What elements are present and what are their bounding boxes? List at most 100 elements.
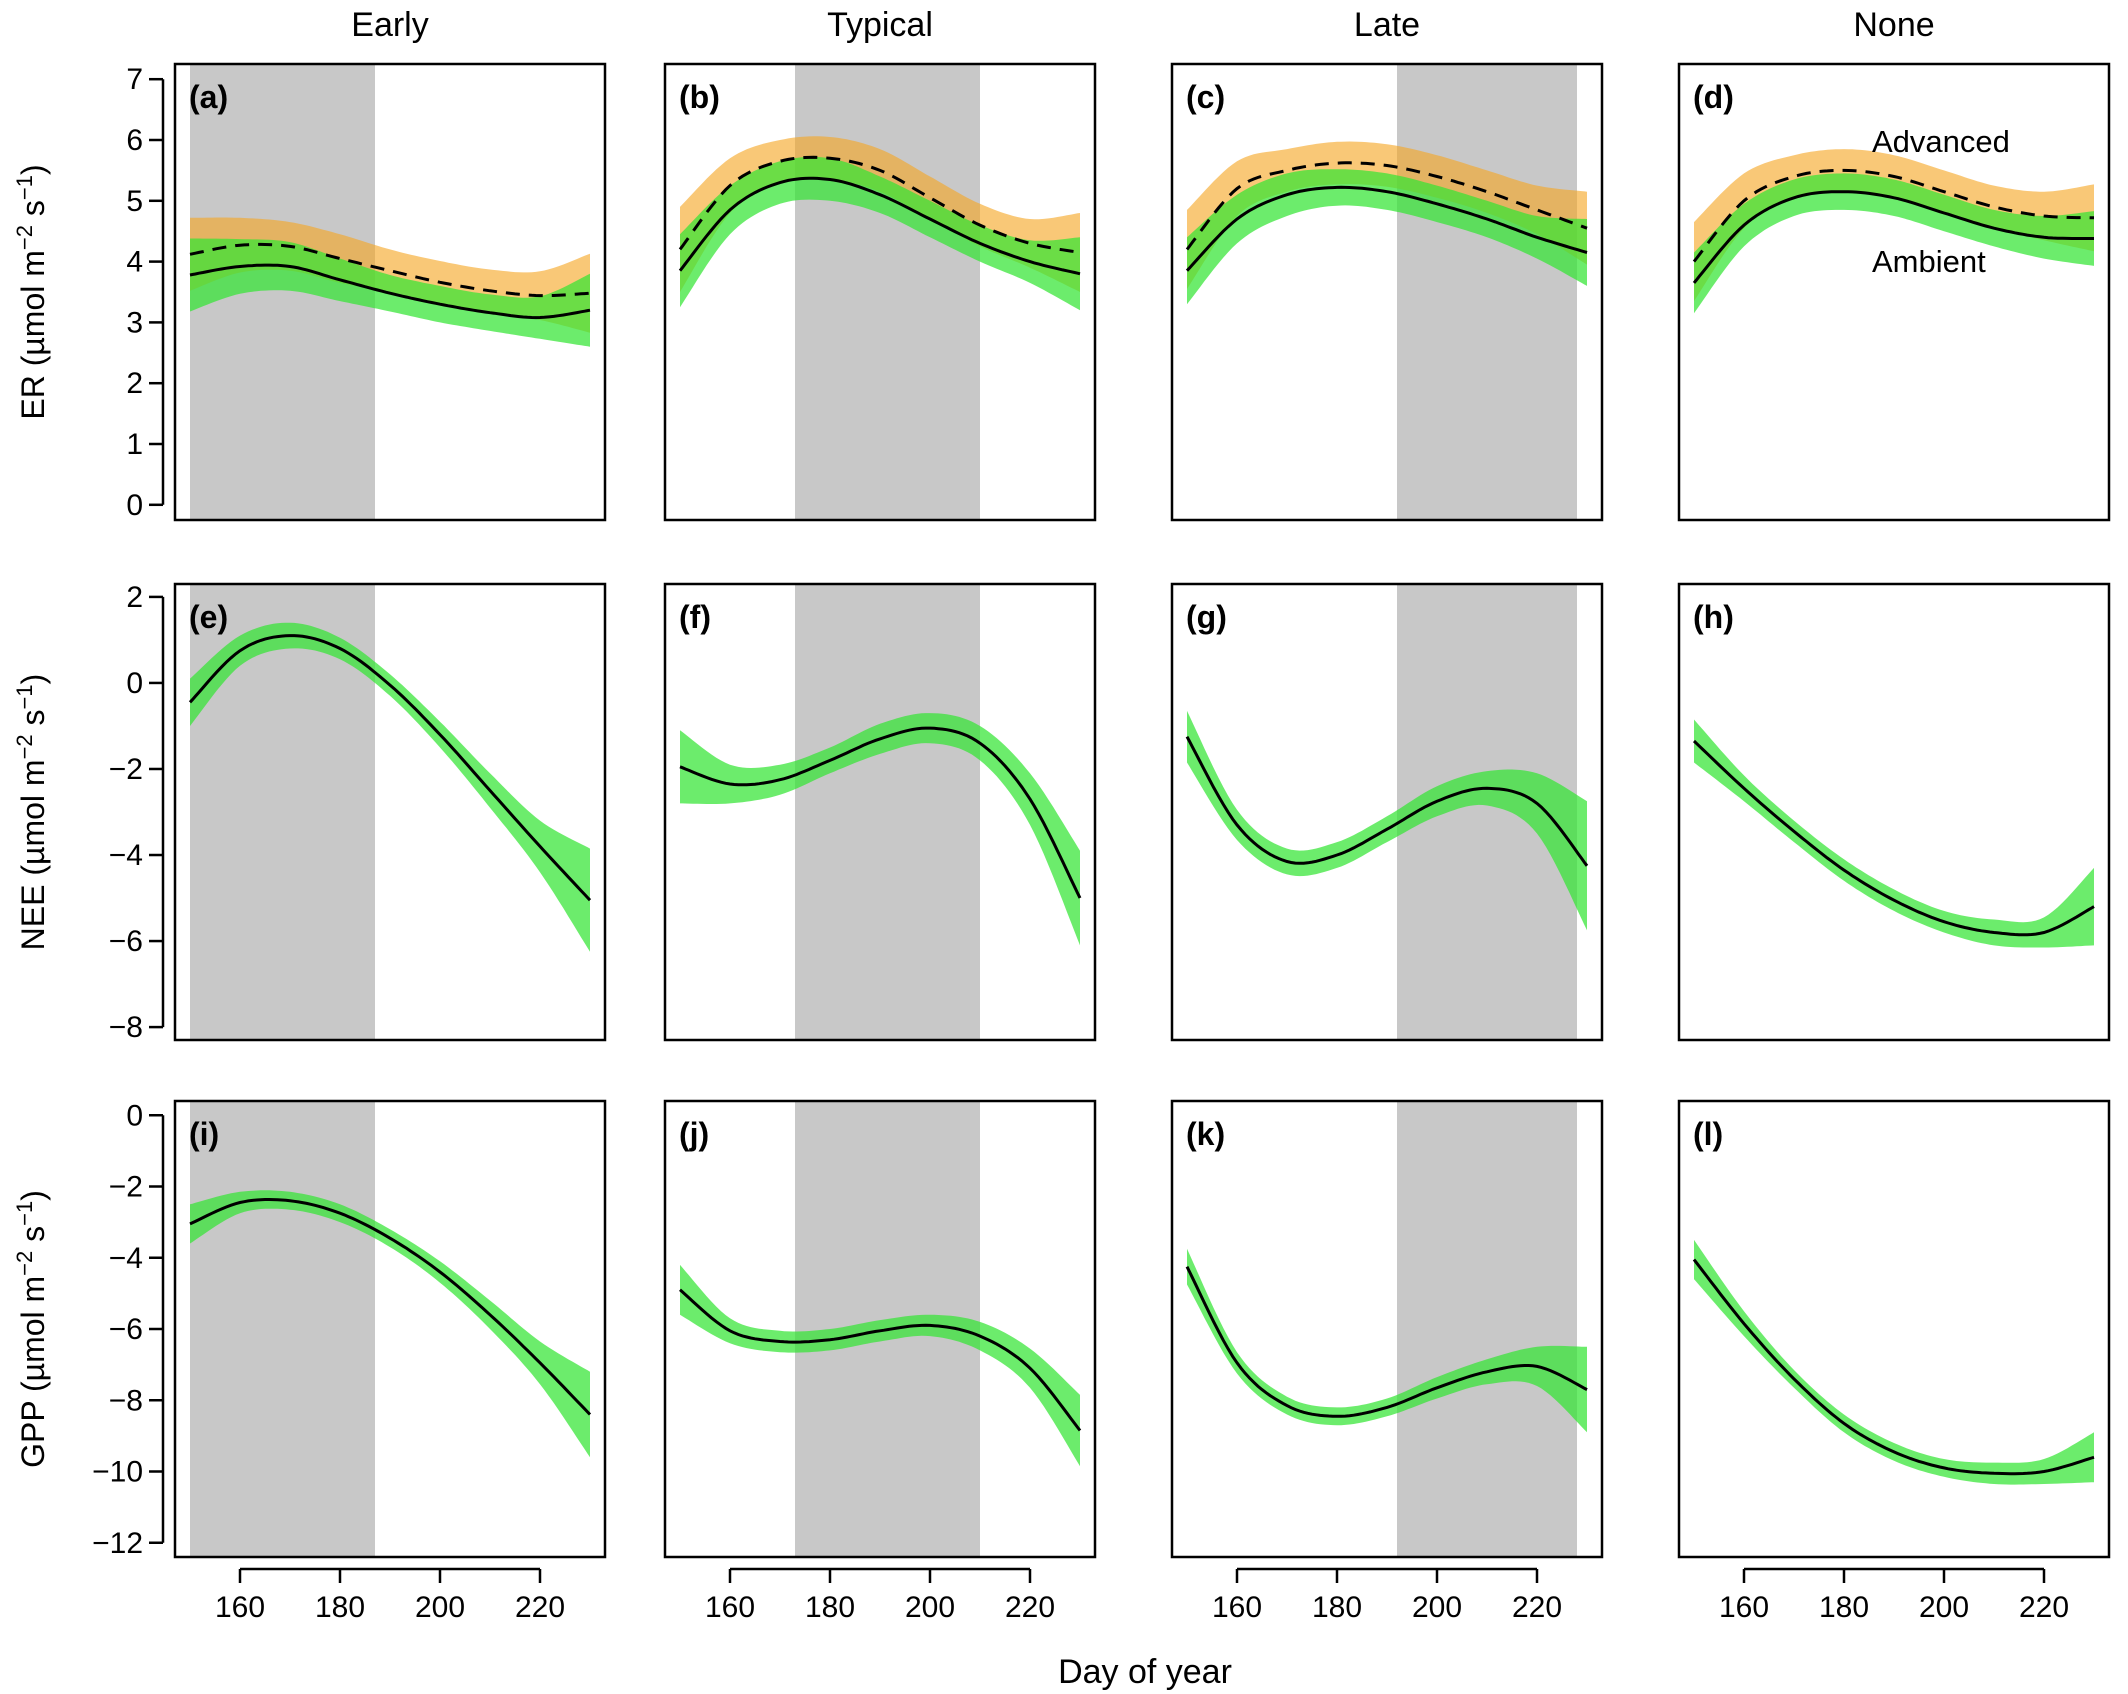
ambient-ci-band-e xyxy=(190,622,590,952)
panel-frame-h xyxy=(1677,582,2111,1042)
panel-frame-k xyxy=(1170,1099,1604,1559)
panel-frame-b xyxy=(663,62,1097,522)
x-tick-label: 180 xyxy=(1819,1591,1869,1624)
panel-frame-f xyxy=(663,582,1097,1042)
ambient-ci-band-b xyxy=(680,156,1080,311)
ambient-ci-band-i xyxy=(190,1190,590,1458)
column-title-early: Early xyxy=(351,6,428,44)
advanced-line-d xyxy=(1692,168,2094,263)
x-tick-label: 200 xyxy=(415,1591,465,1624)
panel-b: (b) xyxy=(663,62,1097,522)
y-tick-label: 0 xyxy=(126,667,143,700)
y-axis-label-nee: NEE (µmol m−2 s−1) xyxy=(12,674,51,951)
advanced-line-c xyxy=(1185,161,1588,251)
annotation-ambient: Ambient xyxy=(1872,244,1986,279)
x-tick-label: 160 xyxy=(1212,1591,1262,1624)
panel-label-c: (c) xyxy=(1186,79,1225,115)
ambient-line-b xyxy=(678,176,1081,276)
y-tick-label: 3 xyxy=(126,306,143,339)
panel-a: (a) 0 1 2 3 4 5 6 7 xyxy=(126,62,607,522)
panel-label-l: (l) xyxy=(1693,1116,1723,1152)
ambient-line-i xyxy=(189,1198,592,1416)
shaded-period-b xyxy=(795,64,980,520)
x-tick-label: 160 xyxy=(215,1591,265,1624)
y-tick-label: 0 xyxy=(126,1099,143,1132)
panel-label-d: (d) xyxy=(1693,79,1734,115)
ambient-line-g xyxy=(1185,735,1589,867)
ambient-line-a xyxy=(189,263,591,320)
y-tick-label: 1 xyxy=(126,428,143,461)
x-tick-label: 180 xyxy=(805,1591,855,1624)
panel-f: (f) xyxy=(663,582,1097,1042)
shaded-period-c xyxy=(1397,64,1577,520)
panel-i: (i) 0 −2 −4 −6 −8 −10 −12 160 180 200 220 xyxy=(92,1099,607,1624)
y-tick-label: −4 xyxy=(109,839,143,872)
x-tick-label: 200 xyxy=(905,1591,955,1624)
ambient-line-f xyxy=(679,726,1082,899)
ambient-ci-band-l xyxy=(1694,1239,2094,1485)
x-tick-label: 220 xyxy=(1512,1591,1562,1624)
y-tick-label: −2 xyxy=(109,753,143,786)
panel-label-j: (j) xyxy=(679,1116,709,1152)
y-tick-label: −10 xyxy=(92,1456,143,1489)
annotation-advanced: Advanced xyxy=(1872,124,2010,159)
advanced-line-b xyxy=(678,155,1081,254)
panel-j: (j) 160 180 200 220 xyxy=(663,1099,1097,1624)
column-title-typical: Typical xyxy=(827,6,933,44)
y-tick-label: 6 xyxy=(126,124,143,157)
panel-e: (e) 2 0 −2 −4 −6 −8 xyxy=(109,581,607,1044)
y-tick-label: −6 xyxy=(109,1313,143,1346)
ambient-ci-band-h xyxy=(1694,719,2094,948)
y-tick-label: −8 xyxy=(109,1011,143,1044)
ambient-line-e xyxy=(188,634,592,902)
panel-label-b: (b) xyxy=(679,79,720,115)
panel-label-i: (i) xyxy=(189,1116,219,1152)
y-tick-label: −6 xyxy=(109,925,143,958)
column-title-none: None xyxy=(1853,6,1934,44)
x-tick-label: 220 xyxy=(515,1591,565,1624)
y-tick-label: 2 xyxy=(126,367,143,400)
ambient-line-d xyxy=(1692,190,2094,284)
ambient-line-j xyxy=(679,1288,1082,1432)
panel-label-f: (f) xyxy=(679,599,711,635)
y-axis-label-er: ER (µmol m−2 s−1) xyxy=(12,164,51,419)
panel-c: (c) xyxy=(1170,62,1604,522)
panel-frame-d xyxy=(1677,62,2111,522)
y-axis-label-gpp: GPP (µmol m−2 s−1) xyxy=(12,1190,51,1468)
panel-frame-i xyxy=(173,1099,607,1559)
panel-k: (k) 160 180 200 220 xyxy=(1170,1099,1604,1624)
panel-h: (h) xyxy=(1677,582,2111,1042)
ambient-line-l xyxy=(1692,1258,2095,1476)
y-tick-label: −12 xyxy=(92,1527,143,1560)
column-title-late: Late xyxy=(1354,6,1420,44)
panel-label-a: (a) xyxy=(189,79,228,115)
ambient-line-h xyxy=(1692,739,2095,937)
x-tick-label: 180 xyxy=(1312,1591,1362,1624)
ambient-ci-band-g xyxy=(1187,710,1587,931)
x-tick-label: 200 xyxy=(1412,1591,1462,1624)
panel-label-e: (e) xyxy=(189,599,228,635)
panel-label-g: (g) xyxy=(1186,599,1227,635)
panel-frame-a xyxy=(173,62,607,522)
x-tick-label: 160 xyxy=(1719,1591,1769,1624)
y-tick-label: 5 xyxy=(126,185,143,218)
ambient-line-c xyxy=(1185,185,1588,272)
shaded-period-i xyxy=(190,1101,375,1557)
y-tick-label: 4 xyxy=(126,246,143,279)
panel-frame-l xyxy=(1677,1099,2111,1559)
x-axis-label: Day of year xyxy=(1058,1653,1232,1691)
y-tick-label: −8 xyxy=(109,1384,143,1417)
shaded-period-f xyxy=(795,584,980,1040)
y-tick-label: −2 xyxy=(109,1171,143,1204)
x-tick-label: 220 xyxy=(1005,1591,1055,1624)
panel-l: (l) 160 180 200 220 xyxy=(1677,1099,2111,1624)
ambient-line-k xyxy=(1185,1266,1588,1418)
panel-label-h: (h) xyxy=(1693,599,1734,635)
x-tick-label: 220 xyxy=(2019,1591,2069,1624)
panel-frame-c xyxy=(1170,62,1604,522)
x-tick-label: 200 xyxy=(1919,1591,1969,1624)
panel-label-k: (k) xyxy=(1186,1116,1225,1152)
x-tick-label: 180 xyxy=(315,1591,365,1624)
panel-frame-e xyxy=(173,582,607,1042)
